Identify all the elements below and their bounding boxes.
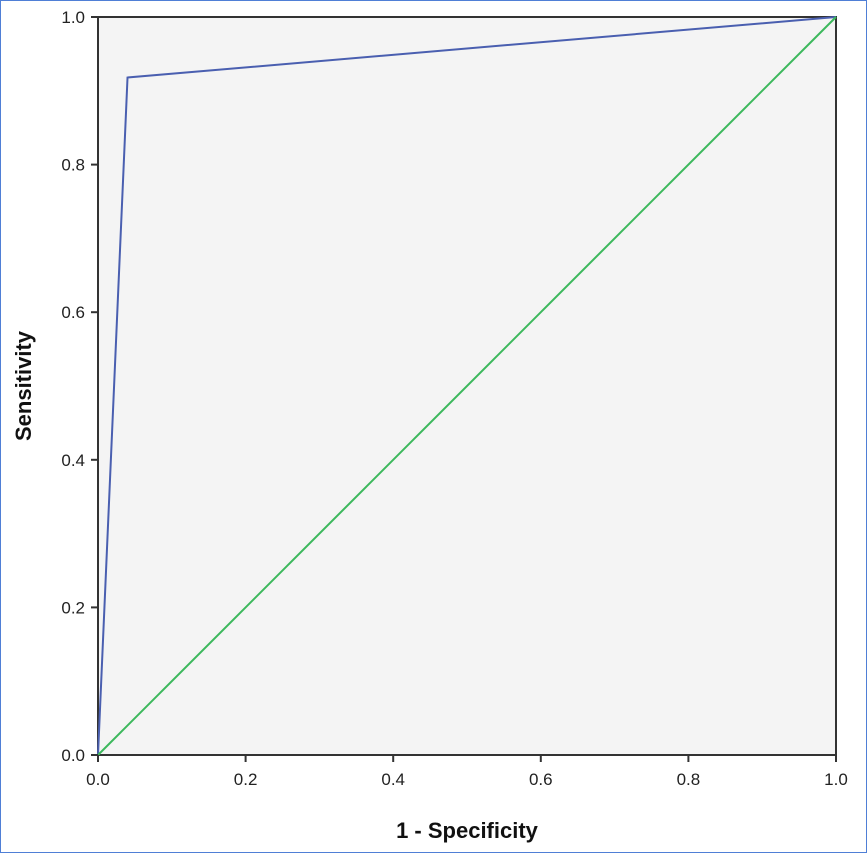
y-tick-label: 0.2	[61, 598, 85, 617]
y-axis-title: Sensitivity	[11, 330, 36, 441]
y-tick-label: 0.6	[61, 303, 85, 322]
x-tick-label: 1.0	[824, 770, 848, 789]
x-axis: 0.0 0.2 0.4 0.6 0.8 1.0	[86, 755, 848, 789]
y-tick-label: 0.0	[61, 746, 85, 765]
x-tick-label: 0.4	[381, 770, 405, 789]
x-tick-label: 0.0	[86, 770, 110, 789]
reference-diagonal-line	[97, 16, 837, 756]
y-tick-label: 0.8	[61, 156, 85, 175]
x-tick-label: 0.6	[529, 770, 553, 789]
y-tick-label: 1.0	[61, 8, 85, 27]
y-axis: 0.0 0.2 0.4 0.6 0.8 1.0	[61, 8, 98, 765]
roc-curve-line	[97, 16, 837, 756]
x-tick-label: 0.8	[677, 770, 701, 789]
x-tick-label: 0.2	[234, 770, 258, 789]
x-axis-title: 1 - Specificity	[396, 818, 539, 843]
y-tick-label: 0.4	[61, 451, 85, 470]
series-layer	[97, 16, 837, 756]
